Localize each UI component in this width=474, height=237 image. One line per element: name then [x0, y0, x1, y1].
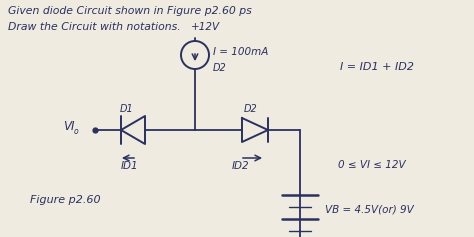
- Text: VB = 4.5V(or) 9V: VB = 4.5V(or) 9V: [325, 205, 414, 215]
- Text: Figure p2.60: Figure p2.60: [30, 195, 100, 205]
- Text: o: o: [74, 128, 79, 137]
- Text: ID1: ID1: [121, 161, 139, 171]
- Text: 0 ≤ VI ≤ 12V: 0 ≤ VI ≤ 12V: [338, 160, 406, 170]
- Text: VI: VI: [63, 119, 74, 132]
- Text: D2: D2: [244, 104, 258, 114]
- Text: Draw the Circuit with notations.: Draw the Circuit with notations.: [8, 22, 181, 32]
- Text: ID2: ID2: [232, 161, 250, 171]
- Text: D1: D1: [120, 104, 134, 114]
- Text: I = ID1 + ID2: I = ID1 + ID2: [340, 62, 414, 72]
- Text: D2: D2: [213, 63, 227, 73]
- Text: I = 100mA: I = 100mA: [213, 47, 268, 57]
- Text: Given diode Circuit shown in Figure p2.60 ps: Given diode Circuit shown in Figure p2.6…: [8, 6, 252, 16]
- Text: +12V: +12V: [191, 22, 220, 32]
